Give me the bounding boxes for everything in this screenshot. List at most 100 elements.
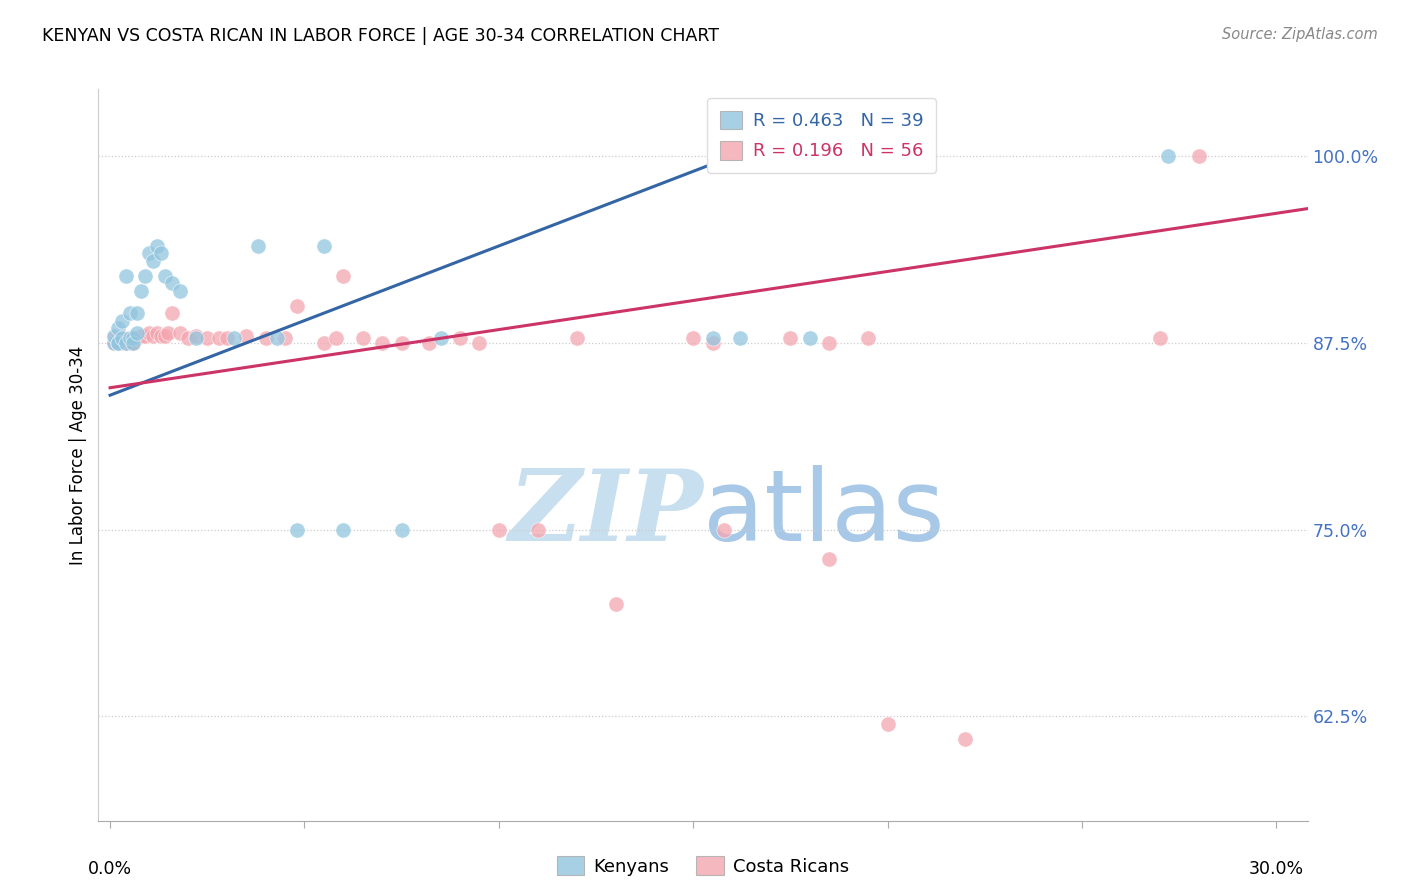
Point <box>325 331 347 345</box>
Point <box>162 277 184 291</box>
Point <box>129 328 152 343</box>
Point <box>391 335 413 350</box>
Point <box>1156 149 1178 163</box>
Point <box>208 331 231 345</box>
Legend: Kenyans, Costa Ricans: Kenyans, Costa Ricans <box>550 849 856 883</box>
Point <box>449 331 471 345</box>
Point <box>184 331 207 345</box>
Point <box>111 331 134 345</box>
Point <box>145 239 167 253</box>
Point <box>149 246 172 260</box>
Point <box>127 326 149 340</box>
Point <box>122 331 145 345</box>
Point <box>162 306 184 320</box>
Point <box>565 331 588 345</box>
Point <box>142 253 165 268</box>
Point <box>702 335 724 350</box>
Point <box>779 331 801 345</box>
Point <box>127 306 149 320</box>
Text: 30.0%: 30.0% <box>1249 860 1303 878</box>
Point <box>107 321 129 335</box>
Point <box>149 328 172 343</box>
Point <box>728 331 751 345</box>
Point <box>799 331 821 345</box>
Point <box>352 331 374 345</box>
Point <box>285 523 308 537</box>
Point <box>429 331 451 345</box>
Point <box>103 335 125 350</box>
Text: 0.0%: 0.0% <box>89 860 132 878</box>
Point <box>103 331 125 345</box>
Point <box>142 328 165 343</box>
Point <box>118 335 141 350</box>
Point <box>332 523 354 537</box>
Point <box>177 331 200 345</box>
Point <box>224 331 246 345</box>
Point <box>111 335 134 350</box>
Point <box>114 331 136 345</box>
Point <box>468 335 491 350</box>
Point <box>312 335 335 350</box>
Point <box>122 335 145 350</box>
Point <box>114 335 136 350</box>
Point <box>107 335 129 350</box>
Point <box>127 331 149 345</box>
Point <box>157 326 180 340</box>
Point <box>107 331 129 345</box>
Point <box>111 331 134 345</box>
Point <box>818 149 841 163</box>
Point <box>138 326 160 340</box>
Point <box>114 268 136 283</box>
Point <box>266 331 288 345</box>
Point <box>818 552 841 566</box>
Point <box>682 331 704 345</box>
Point <box>418 335 440 350</box>
Point <box>107 335 129 350</box>
Point <box>246 239 269 253</box>
Point <box>713 523 735 537</box>
Point <box>332 268 354 283</box>
Point <box>526 523 548 537</box>
Point <box>818 335 841 350</box>
Point <box>274 331 297 345</box>
Point <box>107 335 129 350</box>
Point <box>122 331 145 345</box>
Point <box>118 331 141 345</box>
Y-axis label: In Labor Force | Age 30-34: In Labor Force | Age 30-34 <box>69 345 87 565</box>
Legend: R = 0.463   N = 39, R = 0.196   N = 56: R = 0.463 N = 39, R = 0.196 N = 56 <box>707 98 936 173</box>
Point <box>235 328 257 343</box>
Point <box>488 523 510 537</box>
Point <box>858 149 880 163</box>
Point <box>858 331 880 345</box>
Point <box>118 331 141 345</box>
Text: Source: ZipAtlas.com: Source: ZipAtlas.com <box>1222 27 1378 42</box>
Point <box>153 268 176 283</box>
Point <box>153 328 176 343</box>
Point <box>114 335 136 350</box>
Point <box>195 331 218 345</box>
Point <box>312 239 335 253</box>
Point <box>605 597 627 611</box>
Point <box>134 328 156 343</box>
Point <box>118 306 141 320</box>
Text: ZIP: ZIP <box>508 466 703 562</box>
Point <box>1188 149 1211 163</box>
Point <box>145 326 167 340</box>
Point <box>103 328 125 343</box>
Point <box>371 335 394 350</box>
Point <box>134 268 156 283</box>
Point <box>111 313 134 327</box>
Point <box>138 246 160 260</box>
Point <box>169 326 191 340</box>
Point <box>1149 331 1171 345</box>
Point <box>129 284 152 298</box>
Point <box>876 716 898 731</box>
Point <box>122 335 145 350</box>
Point <box>955 731 977 746</box>
Point <box>215 331 238 345</box>
Point <box>169 284 191 298</box>
Point <box>391 523 413 537</box>
Point <box>103 335 125 350</box>
Point <box>184 328 207 343</box>
Point <box>702 331 724 345</box>
